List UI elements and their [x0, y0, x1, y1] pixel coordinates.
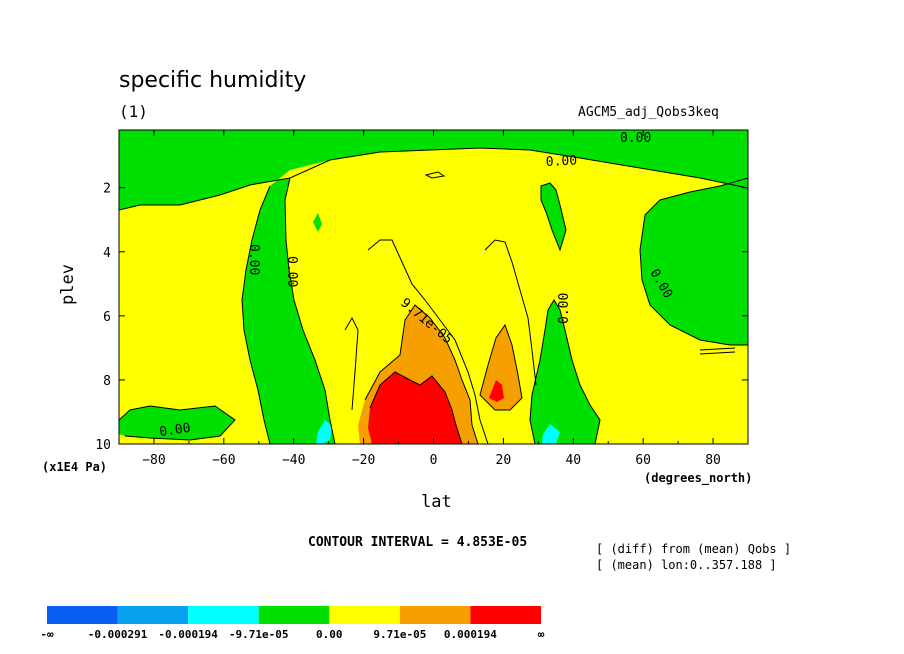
x-tick-label: 80: [705, 453, 721, 468]
x-tick-label: 20: [496, 453, 512, 468]
contour-fills: [119, 130, 748, 444]
contour-label-group: 0.00: [158, 421, 191, 440]
fill-red-secondary: [489, 380, 504, 402]
run-name: AGCM5_adj_Qobs3keq: [578, 105, 719, 120]
colorbar-label: 9.71e-05: [373, 628, 426, 641]
x-axis-unit: (degrees_north): [644, 471, 753, 485]
colorbar-label: -0.000291: [88, 628, 148, 641]
colorbar-label: ∞: [538, 628, 545, 641]
x-tick-label: 0: [430, 453, 438, 468]
y-tick-label: 10: [95, 438, 111, 453]
contour-label: 0.00: [284, 256, 299, 287]
fill-green-right: [640, 178, 748, 345]
x-tick-label: −40: [282, 453, 305, 468]
colorbar-swatch: [117, 606, 189, 624]
fill-cyan-left: [316, 420, 332, 444]
colorbar-label: 0.00: [316, 628, 343, 641]
colorbar-label: 0.000194: [444, 628, 497, 641]
colorbar-label: -∞: [40, 628, 54, 641]
contour-lines: [119, 147, 748, 444]
colorbar-swatch: [188, 606, 259, 624]
fill-cyan-right: [542, 424, 560, 444]
fill-green-patch-a: [541, 183, 566, 250]
contour-interval: CONTOUR INTERVAL = 4.853E-05: [308, 535, 528, 550]
contour-label-group: 0.00: [545, 153, 577, 170]
colorbar-swatch: [258, 606, 330, 624]
fill-green-bottom-left: [119, 406, 235, 440]
y-tick-label: 4: [103, 246, 111, 261]
note-mean: [ (mean) lon:0..357.188 ]: [596, 558, 777, 572]
contour-label: 0.00: [545, 153, 577, 170]
contour-label: 0.00: [557, 293, 572, 324]
contour-label: 0.00: [620, 131, 651, 146]
note-diff: [ (diff) from (mean) Qobs ]: [596, 542, 792, 556]
contour-label-group: 0.00: [620, 131, 651, 146]
contour-label-group: 0.00: [246, 244, 261, 275]
fill-green-column: [530, 300, 600, 444]
fill-orange-secondary: [480, 325, 522, 410]
chart-subtitle: (1): [119, 102, 148, 121]
x-axis-ticks: −80 −60 −40 −20 0 20 40 60 80: [118, 130, 749, 468]
y-axis-unit: (x1E4 Pa): [42, 460, 108, 474]
chart-title: specific humidity: [119, 68, 307, 93]
x-tick-label: 40: [565, 453, 581, 468]
colorbar-swatch: [470, 606, 541, 624]
colorbar-swatch: [47, 606, 118, 624]
contour-label: 0.00: [246, 244, 261, 275]
colorbar-label: -9.71e-05: [229, 628, 289, 641]
x-tick-label: −20: [352, 453, 375, 468]
contour-label: 0.00: [158, 421, 191, 440]
y-tick-label: 6: [103, 310, 111, 325]
colorbar: -∞ -0.000291 -0.000194 -9.71e-05 0.00 9.71e-0…: [40, 606, 545, 641]
x-tick-label: 60: [635, 453, 651, 468]
fill-green-top: [119, 130, 748, 444]
contour-label-group: 0.00: [557, 293, 572, 324]
colorbar-swatch: [329, 606, 400, 624]
y-axis-ticks: 2 4 6 8 10: [95, 182, 748, 453]
y-tick-label: 2: [103, 182, 111, 197]
x-tick-label: −80: [142, 453, 165, 468]
fill-green-patch-b: [313, 213, 322, 232]
colorbar-swatch: [399, 606, 471, 624]
x-axis-label: lat: [421, 492, 452, 512]
colorbar-label: -0.000194: [158, 628, 218, 641]
contour-label-group: 0.00: [284, 256, 299, 287]
x-tick-label: −60: [212, 453, 235, 468]
fill-red-main: [368, 372, 462, 444]
y-tick-label: 8: [103, 374, 111, 389]
